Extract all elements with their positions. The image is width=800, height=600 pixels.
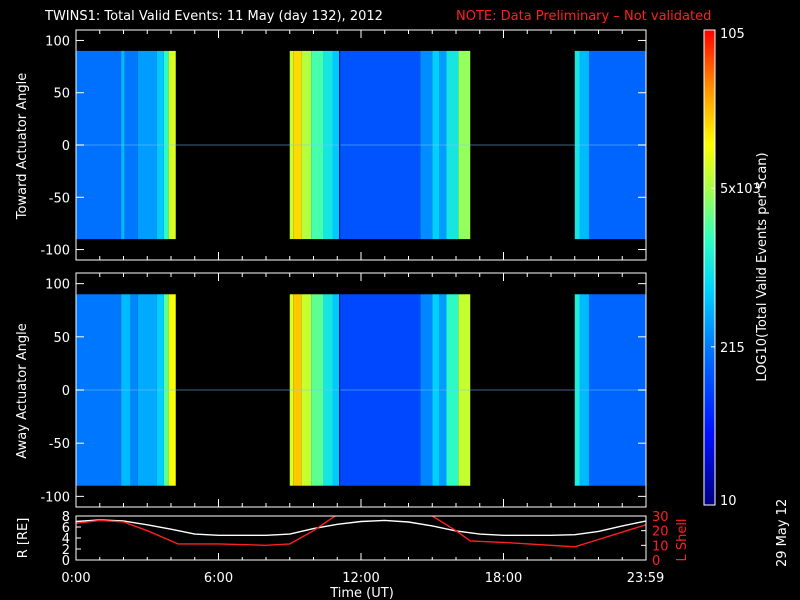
- toward-ytick-label: -50: [49, 191, 70, 206]
- toward-band-5: [163, 50, 169, 240]
- r-tick-label: 8: [62, 510, 70, 525]
- toward-ytick-label: 0: [62, 139, 70, 154]
- heatmap-away: 100 50 0 -50 -100: [40, 272, 647, 508]
- heatmap-toward: 100 50 0 -50 -100: [40, 29, 647, 261]
- lshell-tick-label: 20: [652, 525, 669, 540]
- toward-band-8: [293, 50, 302, 240]
- toward-band-7: [289, 50, 294, 240]
- toward-band-2: [124, 50, 138, 240]
- toward-band-21: [589, 50, 646, 240]
- away-band-13: [339, 294, 421, 486]
- away-band-6: [168, 294, 176, 486]
- time-tick-label: 23:59: [627, 571, 664, 586]
- toward-band-4: [156, 50, 164, 240]
- colorbar-gradient: [703, 29, 716, 506]
- away-band-19: [574, 294, 580, 486]
- away-band-15: [432, 294, 440, 486]
- toward-ytick-label: -100: [40, 244, 70, 259]
- away-band-10: [311, 294, 323, 486]
- colorbar: LOG10(Total Valid Events per Scan) 10 215…: [703, 27, 770, 509]
- toward-band-9: [301, 50, 312, 240]
- toward-ytick-label: 100: [45, 34, 70, 49]
- colorbar-tick-label: 5x103: [720, 182, 761, 197]
- away-band-14: [420, 294, 433, 486]
- time-tick-label: 12:00: [342, 571, 379, 586]
- ylabel-r: R [RE]: [16, 518, 31, 559]
- away-ytick-label: 100: [45, 278, 70, 293]
- toward-band-10: [311, 50, 323, 240]
- toward-band-13: [339, 50, 421, 240]
- toward-band-14: [420, 50, 433, 240]
- chart-title: TWINS1: Total Valid Events: 11 May (day …: [44, 9, 383, 24]
- r-tick-label: 2: [62, 543, 70, 558]
- away-band-2: [130, 294, 138, 486]
- away-band-21: [589, 294, 646, 486]
- preliminary-note: NOTE: Data Preliminary – Not validated: [456, 9, 711, 24]
- colorbar-tick-label: 105: [720, 27, 745, 42]
- colorbar-tick-label: 10: [720, 494, 737, 509]
- series-line-r: [76, 519, 646, 536]
- toward-band-15: [432, 50, 440, 240]
- away-band-7: [289, 294, 294, 486]
- toward-band-12: [332, 50, 340, 240]
- r-tick-label: 0: [62, 554, 70, 569]
- toward-ytick-label: 50: [53, 87, 70, 102]
- away-band-11: [323, 294, 333, 486]
- away-band-12: [332, 294, 340, 486]
- time-tick-label: 18:00: [485, 571, 522, 586]
- lshell-tick-label: 10: [652, 539, 669, 554]
- date-stamp: 29 May 12: [775, 499, 790, 567]
- away-ytick-label: 0: [62, 384, 70, 399]
- orbit-plot-bg: [76, 516, 646, 560]
- away-band-5: [163, 294, 169, 486]
- toward-band-17: [446, 50, 459, 240]
- away-ytick-label: 50: [53, 331, 70, 346]
- away-band-20: [579, 294, 589, 486]
- xlabel-time: Time (UT): [329, 586, 394, 600]
- away-ytick-label: -100: [40, 490, 70, 505]
- time-tick-label: 0:00: [61, 571, 90, 586]
- toward-band-20: [579, 50, 589, 240]
- toward-band-16: [439, 50, 447, 240]
- lshell-tick-label: 30: [652, 510, 669, 525]
- away-band-16: [439, 294, 447, 486]
- ylabel-lshell: L Shell: [675, 518, 690, 561]
- toward-band-1: [121, 50, 125, 240]
- lshell-tick-label: 0: [652, 554, 660, 569]
- r-tick-label: 6: [62, 521, 70, 536]
- colorbar-tick-label: 215: [720, 341, 745, 356]
- ylabel-toward: Toward Actuator Angle: [15, 73, 30, 220]
- toward-band-11: [323, 50, 333, 240]
- away-band-4: [156, 294, 164, 486]
- away-band-3: [137, 294, 157, 486]
- toward-band-19: [574, 50, 580, 240]
- series-line-lshell: [76, 516, 646, 548]
- colorbar-label: LOG10(Total Valid Events per Scan): [755, 152, 770, 381]
- away-band-8: [293, 294, 302, 486]
- r-tick-label: 4: [62, 532, 70, 547]
- away-band-9: [301, 294, 312, 486]
- toward-band-6: [168, 50, 176, 240]
- away-band-17: [446, 294, 459, 486]
- away-band-1: [121, 294, 131, 486]
- ylabel-away: Away Actuator Angle: [15, 323, 30, 458]
- toward-band-3: [137, 50, 157, 240]
- away-band-18: [458, 294, 471, 486]
- time-tick-label: 6:00: [204, 571, 233, 586]
- toward-band-18: [458, 50, 471, 240]
- away-ytick-label: -50: [49, 437, 70, 452]
